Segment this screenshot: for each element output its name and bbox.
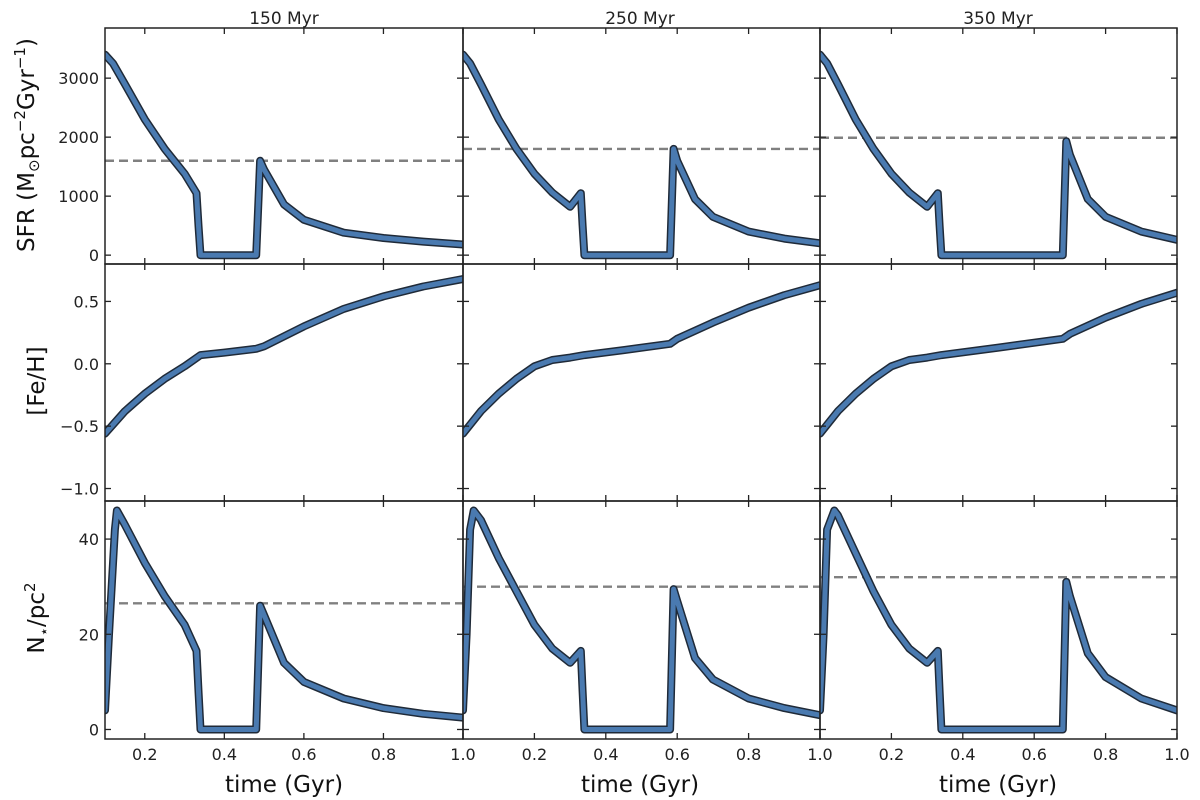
panel-feh-2 [819,263,1178,502]
series-outline-feh-1-0 [463,281,820,438]
xlabel-col-2: time (Gyr) [939,772,1057,798]
ytick-label-nstar-0: 20 [79,625,99,644]
xtick-label-nstar-2: 1.0 [1164,745,1189,764]
series-line-feh-2-0 [820,290,1177,437]
series-line-feh-1-0 [463,282,820,437]
series-line-nstar-0-0 [105,508,463,732]
column-title-350: 350 Myr [963,9,1033,29]
xlabel-col-0: time (Gyr) [225,772,343,798]
series-outline-nstar-1-0 [463,506,820,734]
xtick-label-nstar-1: 0.2 [522,745,547,764]
ylabel-nstar: N⋆/pc2 [21,582,53,653]
panel-feh-0: −1.0 −0.5 0.0 0.5 [60,263,464,502]
ytick-label-feh-0: −1.0 [60,480,99,499]
axes-frame-nstar-0 [104,500,464,740]
series-outline-sfr-0-0 [105,50,463,260]
ytick-label-nstar-0: 40 [79,530,99,549]
xtick-label-nstar-0: 0.4 [212,745,237,764]
axes-frame-nstar-2 [819,500,1178,740]
xtick-label-nstar-1: 0.4 [593,745,618,764]
series-outline-sfr-1-0 [463,50,820,260]
series-line-feh-0-0 [105,276,463,437]
panel-sfr-2 [819,27,1178,265]
series-line-sfr-2-0 [820,52,1177,258]
series-line-sfr-0-0 [105,52,463,258]
xtick-label-nstar-0: 1.0 [450,745,475,764]
xtick-label-nstar-1: 0.6 [664,745,689,764]
ytick-label-feh-0: 0.5 [74,292,99,311]
panel-nstar-1: 0.2 0.4 0.6 0.8 1.0 [462,500,833,764]
series-line-nstar-1-0 [463,508,820,732]
panels: 0 1000 2000 3000 −1.0 −0.5 0.0 0.5 0.2 0.4 0.6 0.8 1… [58,27,1190,764]
panel-nstar-2: 0.2 0.4 0.6 0.8 1.0 [819,500,1190,764]
xtick-label-nstar-2: 0.2 [879,745,904,764]
ylabel-feh: [Fe/H] [24,346,50,415]
xtick-label-nstar-0: 0.2 [132,745,157,764]
ylabel-sfr: SFR (M⊙pc−2Gyr−1) [11,38,43,252]
series-line-nstar-2-0 [820,508,1177,732]
xtick-label-nstar-2: 0.8 [1093,745,1118,764]
ytick-label-feh-0: −0.5 [60,417,99,436]
series-outline-nstar-0-0 [105,506,463,734]
xtick-label-nstar-2: 0.4 [950,745,975,764]
series-outline-nstar-2-0 [820,506,1177,734]
ytick-label-sfr-0: 1000 [58,187,99,206]
xlabel-col-1: time (Gyr) [581,772,699,798]
series-outline-feh-0-0 [105,275,463,438]
panel-sfr-0: 0 1000 2000 3000 [58,27,464,265]
panel-sfr-1 [462,27,821,265]
series-outline-feh-2-0 [820,288,1177,438]
xtick-label-nstar-0: 0.8 [371,745,396,764]
ytick-label-sfr-0: 3000 [58,69,99,88]
column-title-150: 150 Myr [249,9,319,29]
column-title-250: 250 Myr [605,9,675,29]
ytick-label-sfr-0: 2000 [58,128,99,147]
ytick-label-sfr-0: 0 [89,246,99,265]
panel-nstar-0: 0.2 0.4 0.6 0.8 1.0 0 20 40 [79,500,476,764]
xtick-label-nstar-2: 0.6 [1021,745,1046,764]
ytick-label-feh-0: 0.0 [74,355,99,374]
xtick-label-nstar-0: 0.6 [291,745,316,764]
xtick-label-nstar-1: 1.0 [807,745,832,764]
xtick-label-nstar-1: 0.8 [736,745,761,764]
series-line-sfr-1-0 [463,52,820,258]
panel-feh-1 [462,263,821,502]
ytick-label-nstar-0: 0 [89,720,99,739]
